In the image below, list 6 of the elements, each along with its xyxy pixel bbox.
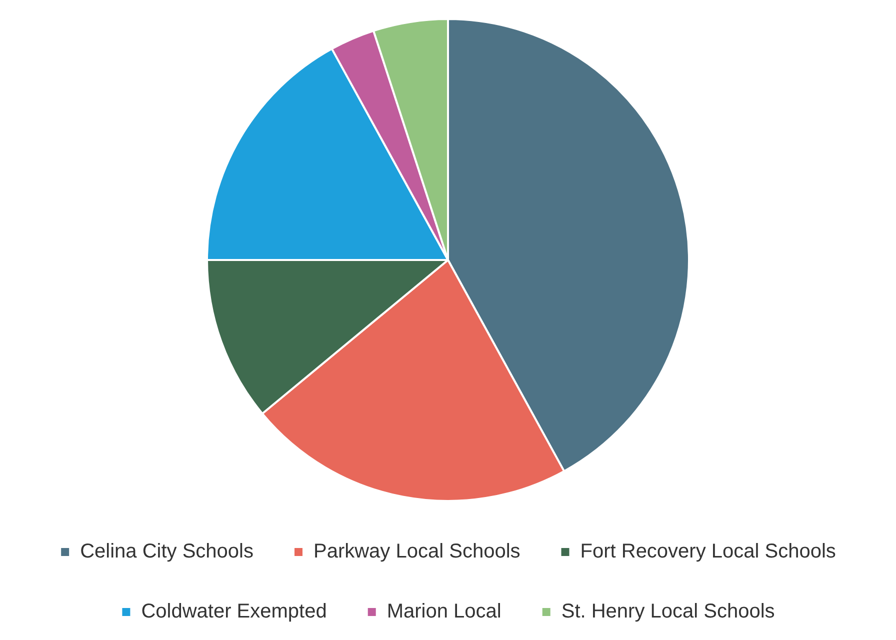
legend-label: Marion Local <box>386 600 502 623</box>
legend-label: Fort Recovery Local Schools <box>580 540 836 563</box>
legend-label: Celina City Schools <box>80 540 254 563</box>
legend-label: St. Henry Local Schools <box>561 600 775 623</box>
legend-label: Coldwater Exempted <box>141 600 327 623</box>
legend-label: Parkway Local Schools <box>313 540 520 563</box>
